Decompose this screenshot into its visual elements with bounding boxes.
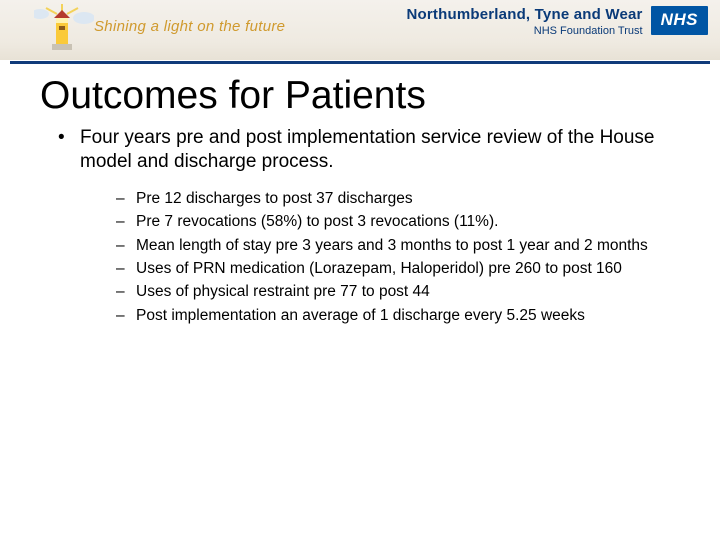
bullet-text: Four years pre and post implementation s… bbox=[80, 127, 655, 172]
slide: Shining a light on the future Northumber… bbox=[0, 0, 720, 540]
tagline-text: Shining a light on the future bbox=[94, 18, 285, 35]
list-item: Uses of physical restraint pre 77 to pos… bbox=[116, 282, 686, 302]
slide-title: Outcomes for Patients bbox=[40, 74, 686, 118]
list-item: Pre 7 revocations (58%) to post 3 revoca… bbox=[116, 212, 686, 232]
lighthouse-icon bbox=[34, 4, 94, 56]
list-item: Uses of PRN medication (Lorazepam, Halop… bbox=[116, 259, 686, 279]
list-item: Post implementation an average of 1 disc… bbox=[116, 306, 686, 326]
bullet-text: Pre 12 discharges to post 37 discharges bbox=[136, 190, 413, 207]
header-rule bbox=[10, 61, 710, 64]
org-text: Northumberland, Tyne and Wear NHS Founda… bbox=[406, 6, 642, 37]
org-block: Northumberland, Tyne and Wear NHS Founda… bbox=[406, 6, 708, 37]
bullet-text: Post implementation an average of 1 disc… bbox=[136, 307, 585, 324]
bullet-text: Uses of PRN medication (Lorazepam, Halop… bbox=[136, 260, 622, 277]
header-banner: Shining a light on the future Northumber… bbox=[0, 0, 720, 60]
slide-content: Outcomes for Patients Four years pre and… bbox=[0, 72, 720, 340]
bullet-text: Mean length of stay pre 3 years and 3 mo… bbox=[136, 237, 648, 254]
list-item: Four years pre and post implementation s… bbox=[58, 126, 686, 326]
nhs-badge-icon: NHS bbox=[651, 6, 708, 35]
org-name: Northumberland, Tyne and Wear bbox=[406, 6, 642, 23]
list-item: Mean length of stay pre 3 years and 3 mo… bbox=[116, 236, 686, 256]
bullet-text: Pre 7 revocations (58%) to post 3 revoca… bbox=[136, 213, 498, 230]
bullet-text: Uses of physical restraint pre 77 to pos… bbox=[136, 283, 430, 300]
bullet-list-level2: Pre 12 discharges to post 37 discharges … bbox=[80, 189, 686, 327]
org-subtitle: NHS Foundation Trust bbox=[406, 25, 642, 37]
bullet-list-level1: Four years pre and post implementation s… bbox=[34, 126, 686, 326]
list-item: Pre 12 discharges to post 37 discharges bbox=[116, 189, 686, 209]
